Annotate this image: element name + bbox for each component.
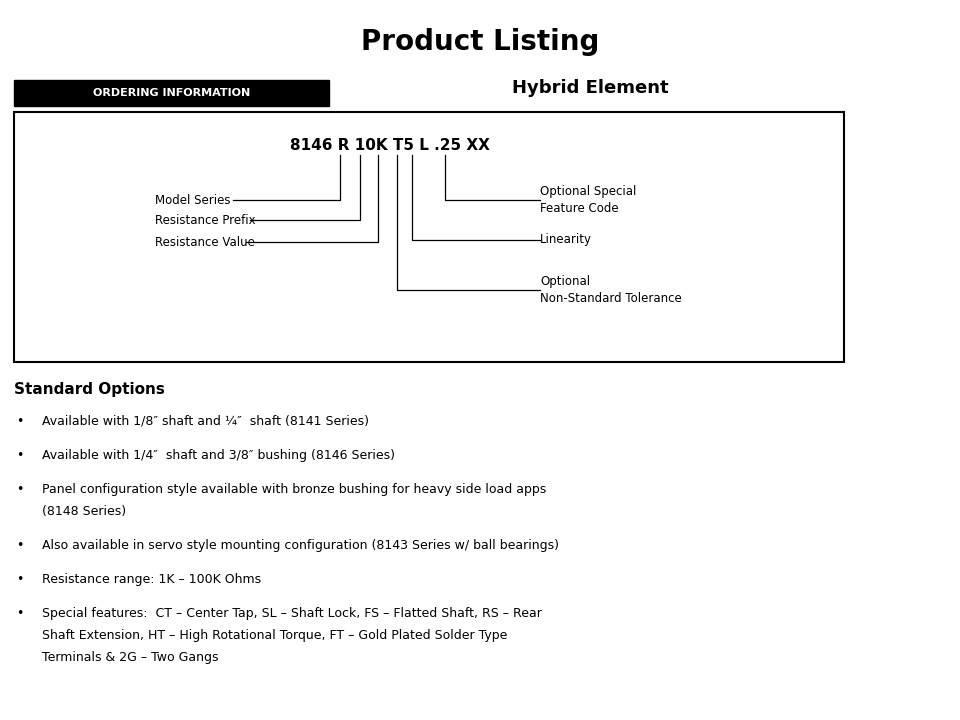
Text: •: • <box>16 415 23 428</box>
Text: ORDERING INFORMATION: ORDERING INFORMATION <box>93 88 251 98</box>
Text: •: • <box>16 449 23 462</box>
Text: •: • <box>16 572 23 585</box>
Text: •: • <box>16 606 23 619</box>
Text: Model Series: Model Series <box>155 194 230 207</box>
Text: Shaft Extension, HT – High Rotational Torque, FT – Gold Plated Solder Type: Shaft Extension, HT – High Rotational To… <box>42 629 508 642</box>
Text: Resistance Prefix: Resistance Prefix <box>155 214 255 227</box>
Text: Terminals & 2G – Two Gangs: Terminals & 2G – Two Gangs <box>42 650 219 664</box>
Text: Standard Options: Standard Options <box>14 382 165 397</box>
Text: Hybrid Element: Hybrid Element <box>512 79 668 97</box>
Text: Resistance Value: Resistance Value <box>155 235 254 248</box>
Bar <box>14 112 844 362</box>
Text: 8146 R 10K T5 L .25 XX: 8146 R 10K T5 L .25 XX <box>290 138 490 153</box>
Text: Optional
Non-Standard Tolerance: Optional Non-Standard Tolerance <box>540 274 682 305</box>
Text: (8148 Series): (8148 Series) <box>42 505 126 518</box>
Text: Product Listing: Product Listing <box>361 28 599 56</box>
Text: Panel configuration style available with bronze bushing for heavy side load apps: Panel configuration style available with… <box>42 482 546 495</box>
Text: •: • <box>16 482 23 495</box>
Text: Available with 1/8″ shaft and ¼″  shaft (8141 Series): Available with 1/8″ shaft and ¼″ shaft (… <box>42 415 369 428</box>
Text: Resistance range: 1K – 100K Ohms: Resistance range: 1K – 100K Ohms <box>42 572 261 585</box>
Bar <box>14 80 329 106</box>
Text: Linearity: Linearity <box>540 233 592 246</box>
Text: Optional Special
Feature Code: Optional Special Feature Code <box>540 184 636 215</box>
Text: Available with 1/4″  shaft and 3/8″ bushing (8146 Series): Available with 1/4″ shaft and 3/8″ bushi… <box>42 449 395 462</box>
Text: •: • <box>16 539 23 552</box>
Text: Special features:  CT – Center Tap, SL – Shaft Lock, FS – Flatted Shaft, RS – Re: Special features: CT – Center Tap, SL – … <box>42 606 541 619</box>
Text: Also available in servo style mounting configuration (8143 Series w/ ball bearin: Also available in servo style mounting c… <box>42 539 559 552</box>
